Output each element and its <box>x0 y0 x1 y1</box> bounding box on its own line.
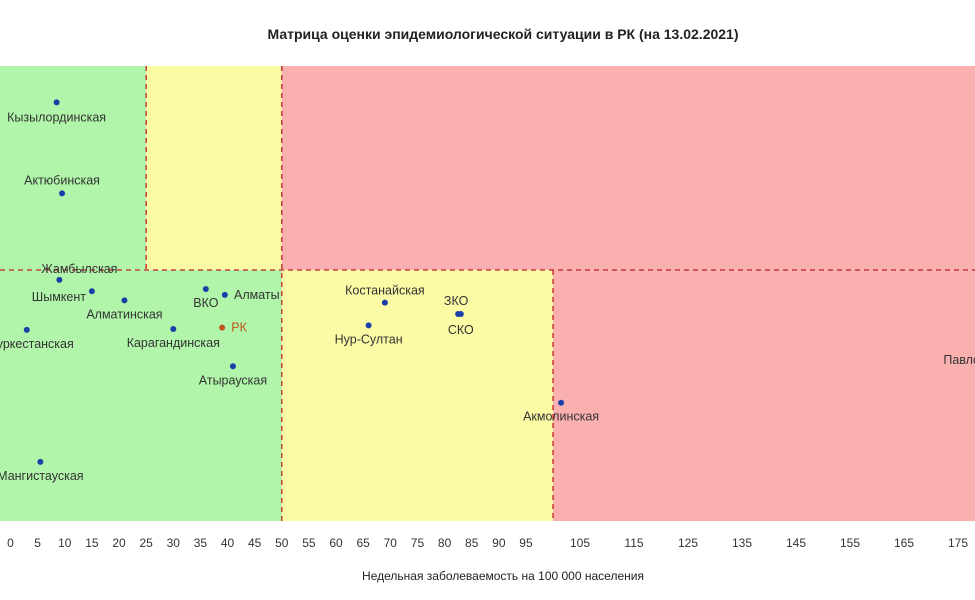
point-label: Мангистауская <box>0 469 84 483</box>
zone-green-top <box>0 66 147 270</box>
x-tick-label: 35 <box>194 536 208 550</box>
point-marker <box>457 310 464 317</box>
x-tick-label: 125 <box>678 536 698 550</box>
point-marker <box>88 288 95 295</box>
data-point: Нур-Султан <box>335 322 403 346</box>
x-tick-label: 80 <box>438 536 452 550</box>
x-tick-label: 115 <box>624 536 643 550</box>
zone-green-bottom <box>0 270 282 521</box>
data-point: Алматы <box>221 288 280 302</box>
point-label: РК <box>231 321 247 335</box>
point-marker <box>121 297 128 304</box>
data-point: Жамбылская <box>41 262 117 283</box>
data-point: Атырауская <box>199 363 267 387</box>
x-tick-label: 70 <box>384 536 398 550</box>
x-tick-label: 65 <box>357 536 371 550</box>
point-label: Атырауская <box>199 373 267 387</box>
x-tick-label: 85 <box>465 536 479 550</box>
x-axis-ticks: 0 5 10 15 20 25 30 35 40 45 50 55 60 65 70 75 80 85 90 95 10… <box>7 536 968 550</box>
point-label: Нур-Султан <box>335 332 403 346</box>
point-label: СКО <box>448 323 474 337</box>
point-label: ВКО <box>193 296 218 310</box>
point-label: Акмолинская <box>523 410 599 424</box>
point-marker <box>170 325 177 332</box>
point-label: Алматинская <box>86 307 162 321</box>
data-point: СКО <box>448 310 474 337</box>
data-point: ВКО <box>193 285 219 310</box>
point-marker <box>202 285 209 292</box>
x-tick-label: 25 <box>139 536 153 550</box>
zone-backgrounds <box>0 66 975 521</box>
x-tick-label: 40 <box>221 536 235 550</box>
data-points: Кызылординская Актюбинская Жамбылская Шымке… <box>0 99 975 483</box>
x-tick-label: 55 <box>302 536 316 550</box>
x-tick-label: 105 <box>570 536 590 550</box>
data-point: Костанайская <box>345 284 425 306</box>
threshold-lines <box>0 66 975 521</box>
x-tick-label: 165 <box>894 536 914 550</box>
x-tick-label: 135 <box>732 536 752 550</box>
point-label: Туркестанская <box>0 337 74 351</box>
point-label: Павлодарская <box>943 353 975 367</box>
point-marker <box>53 99 60 106</box>
data-point: Карагандинская <box>127 325 220 350</box>
x-tick-label: 10 <box>58 536 72 550</box>
data-point: Туркестанская <box>0 326 74 351</box>
x-tick-label: 30 <box>167 536 181 550</box>
data-point: Кызылординская <box>7 99 106 124</box>
zone-yellow-top <box>146 66 282 270</box>
x-axis-label: Недельная заболеваемость на 100 000 насе… <box>362 569 644 583</box>
data-point: Мангистауская <box>0 458 84 483</box>
data-point: РК <box>219 321 248 335</box>
point-marker <box>558 399 565 406</box>
point-marker <box>37 458 44 465</box>
x-tick-label: 5 <box>34 536 41 550</box>
point-marker <box>229 363 236 370</box>
data-point: Павлодарская <box>943 353 975 367</box>
x-tick-label: 45 <box>248 536 262 550</box>
point-label: Шымкент <box>32 290 86 304</box>
point-marker <box>219 324 226 331</box>
x-tick-label: 50 <box>275 536 289 550</box>
x-tick-label: 145 <box>786 536 806 550</box>
point-label: Жамбылская <box>41 262 117 276</box>
data-point: Актюбинская <box>24 173 100 197</box>
x-tick-label: 175 <box>948 536 968 550</box>
zone-yellow-bottom <box>281 270 553 521</box>
x-tick-label: 155 <box>840 536 860 550</box>
point-marker <box>381 299 388 306</box>
x-tick-label: 0 <box>7 536 14 550</box>
x-tick-label: 90 <box>492 536 506 550</box>
chart-title: Матрица оценки эпидемиологической ситуац… <box>267 26 738 42</box>
point-label: Кызылординская <box>7 110 106 124</box>
x-tick-label: 95 <box>519 536 533 550</box>
point-marker <box>59 190 66 197</box>
point-marker <box>56 276 63 283</box>
x-tick-label: 15 <box>85 536 99 550</box>
x-tick-label: 20 <box>112 536 126 550</box>
x-tick-label: 75 <box>411 536 425 550</box>
data-point: Алматинская <box>86 297 163 321</box>
point-marker <box>221 291 228 298</box>
point-label: Актюбинская <box>24 173 100 187</box>
point-marker <box>365 322 372 329</box>
data-point: Акмолинская <box>523 399 599 424</box>
point-label: Карагандинская <box>127 336 220 350</box>
point-label: Костанайская <box>345 284 425 298</box>
data-point: Шымкент <box>32 288 95 304</box>
point-label: Алматы <box>234 288 280 302</box>
point-marker <box>23 326 30 333</box>
x-tick-label: 60 <box>329 536 343 550</box>
point-label: ЗКО <box>444 294 469 308</box>
